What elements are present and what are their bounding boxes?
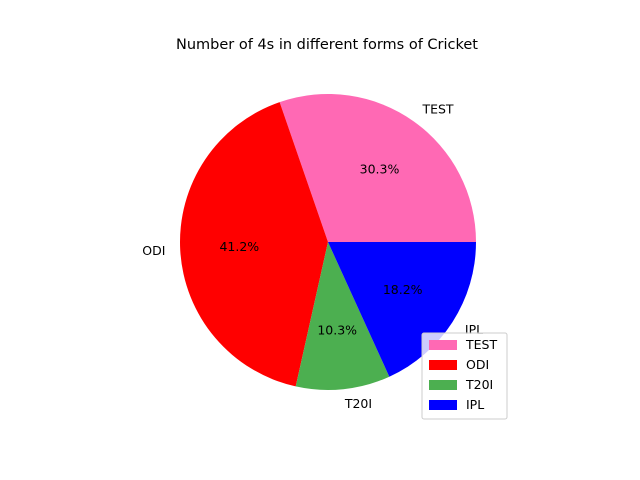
slice-percent-ipl: 18.2% — [383, 282, 423, 297]
pie-slice-ipl — [328, 242, 476, 377]
slice-percent-t20i: 10.3% — [317, 322, 357, 337]
slice-labels: TEST 30.3% ODI 41.2% T20I 10.3% IPL 18.2% — [142, 101, 483, 411]
legend-label-test: TEST — [465, 337, 497, 352]
legend-swatch-ipl — [429, 400, 457, 410]
pie-slice-t20i — [295, 242, 390, 390]
slice-label-odi: ODI — [142, 243, 165, 258]
legend-box — [421, 332, 508, 420]
slice-label-t20i: T20I — [344, 396, 372, 411]
slice-percent-test: 30.3% — [360, 162, 400, 177]
legend-swatch-t20i — [429, 380, 457, 390]
legend-swatch-odi — [429, 360, 457, 370]
legend-label-t20i: T20I — [465, 377, 493, 392]
legend-swatch-test — [429, 340, 457, 350]
pie-slices — [180, 94, 476, 390]
slice-percent-odi: 41.2% — [219, 239, 259, 254]
legend: TEST ODI T20I IPL — [421, 332, 508, 420]
legend-label-odi: ODI — [466, 357, 489, 372]
pie-slice-odi — [180, 102, 328, 387]
chart-title: Number of 4s in different forms of Crick… — [176, 37, 478, 53]
legend-label-ipl: IPL — [466, 397, 484, 412]
pie-slice-test — [279, 94, 476, 243]
slice-label-test: TEST — [421, 101, 453, 116]
